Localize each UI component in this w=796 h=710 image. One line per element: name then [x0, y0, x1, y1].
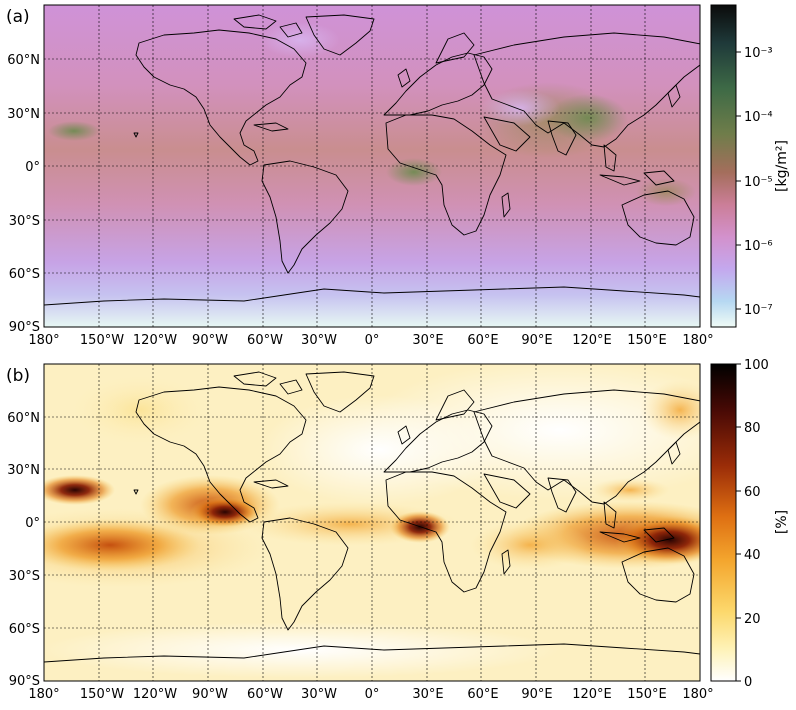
lat-label: 60°S: [9, 622, 40, 637]
panel-b-map-field: [44, 364, 700, 681]
lat-label: 0°: [25, 516, 40, 531]
lon-label: 180°: [28, 333, 59, 348]
colorbar-tick: 60: [744, 485, 761, 500]
colorbar-tick: 80: [744, 421, 761, 436]
lat-label: 30°S: [9, 569, 40, 584]
lon-label: 30°W: [301, 687, 337, 702]
lat-label: 90°S: [9, 320, 40, 335]
lat-label: 60°N: [7, 411, 40, 426]
colorbar-tick: 10⁻⁷: [744, 303, 773, 318]
lon-label: 120°W: [133, 333, 177, 348]
lon-label: 150°E: [627, 333, 667, 348]
lon-label: 90°E: [521, 333, 552, 348]
lon-label: 60°W: [247, 333, 283, 348]
panel-a-frame: [43, 4, 701, 328]
panel-label-a: (a): [6, 7, 30, 27]
colorbar-a: 10⁻³ 10⁻⁴ 10⁻⁵ 10⁻⁶ 10⁻⁷ [kg/m²]: [710, 4, 790, 328]
lon-label: 90°W: [192, 333, 228, 348]
panel-b-lat-labels: 60°N 30°N 0° 30°S 60°S 90°S: [7, 411, 40, 689]
lon-label: 120°E: [572, 687, 612, 702]
lon-label: 180°: [682, 687, 713, 702]
lon-label: 180°: [682, 333, 713, 348]
colorbar-tick: 10⁻³: [744, 46, 773, 61]
panel-a-gridlines: [44, 5, 700, 327]
panel-b-gridlines: [44, 364, 700, 681]
panel-a: (a): [6, 4, 790, 348]
panel-a-lon-labels: 180° 150°W 120°W 90°W 60°W 30°W 0° 30°E …: [28, 333, 713, 348]
lon-label: 30°E: [412, 687, 443, 702]
panel-label-b: (b): [6, 366, 30, 386]
lon-label: 150°W: [80, 687, 124, 702]
panel-b: (b): [6, 358, 790, 702]
lon-label: 0°: [365, 333, 380, 348]
lat-label: 90°S: [9, 674, 40, 689]
lon-label: 0°: [365, 687, 380, 702]
lat-label: 30°N: [7, 107, 40, 122]
colorbar-b-unit-label: [%]: [774, 510, 790, 534]
lat-label: 30°N: [7, 463, 40, 478]
lon-label: 180°: [28, 687, 59, 702]
lon-label: 30°E: [412, 333, 443, 348]
colorbar-tick: 10⁻⁵: [744, 175, 773, 190]
colorbar-b: 100 80 60 40 20 0 [%]: [710, 358, 790, 690]
lon-label: 150°E: [627, 687, 667, 702]
lon-label: 60°E: [467, 687, 498, 702]
colorbar-tick: 10⁻⁴: [744, 110, 773, 125]
colorbar-tick: 10⁻⁶: [744, 239, 773, 254]
lon-label: 60°W: [247, 687, 283, 702]
lon-label: 90°E: [521, 687, 552, 702]
colorbar-tick: 40: [744, 548, 761, 563]
lon-label: 120°E: [572, 333, 612, 348]
lat-label: 60°N: [7, 53, 40, 68]
lon-label: 30°W: [301, 333, 337, 348]
lon-label: 90°W: [192, 687, 228, 702]
colorbar-b-ticks: 100 80 60 40 20 0: [744, 358, 769, 690]
lat-label: 60°S: [9, 267, 40, 282]
colorbar-tick: 100: [744, 358, 769, 373]
colorbar-tick: 20: [744, 612, 761, 627]
lon-label: 150°W: [80, 333, 124, 348]
lat-label: 30°S: [9, 214, 40, 229]
colorbar-a-unit-label: [kg/m²]: [774, 140, 790, 192]
lon-label: 60°E: [467, 333, 498, 348]
panel-a-map-field: [44, 5, 700, 327]
colorbar-tick: 0: [744, 675, 752, 690]
lat-label: 0°: [25, 160, 40, 175]
panel-b-lon-labels: 180° 150°W 120°W 90°W 60°W 30°W 0° 30°E …: [28, 687, 713, 702]
panel-b-frame: [43, 363, 701, 682]
panel-a-lat-labels: 60°N 30°N 0° 30°S 60°S 90°S: [7, 53, 40, 335]
colorbar-a-ticks: 10⁻³ 10⁻⁴ 10⁻⁵ 10⁻⁶ 10⁻⁷: [744, 46, 773, 318]
lon-label: 120°W: [133, 687, 177, 702]
